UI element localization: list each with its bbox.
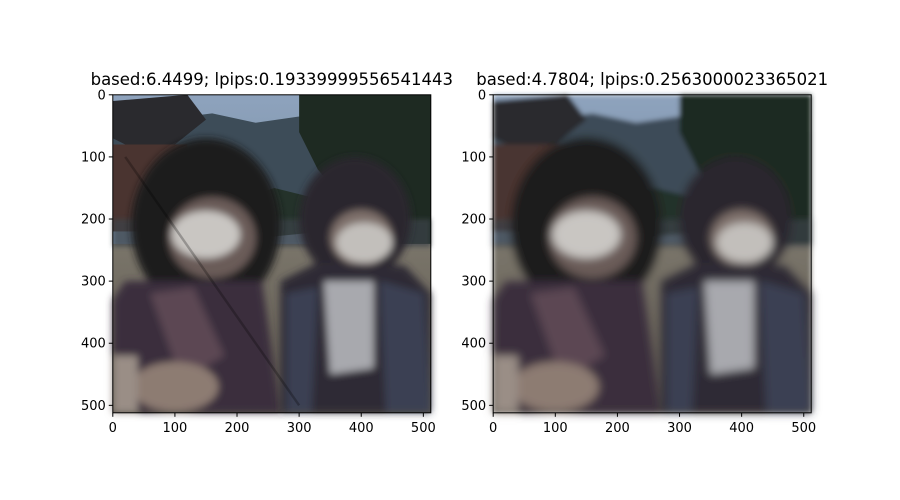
x-tick-label-left-0: 0 (109, 421, 117, 436)
y-tick-label-right-100: 100 (461, 150, 486, 165)
y-tick-label-right-200: 200 (461, 213, 486, 228)
y-tick-label-right-400: 400 (461, 337, 486, 352)
y-tick-label-left-300: 300 (81, 275, 106, 290)
x-tick-label-left-300: 300 (287, 421, 312, 436)
x-tick-label-right-300: 300 (667, 421, 692, 436)
x-tick-label-left-500: 500 (411, 421, 436, 436)
x-tick-label-right-500: 500 (791, 421, 816, 436)
x-tick-label-left-100: 100 (162, 421, 187, 436)
y-tick-label-left-100: 100 (81, 150, 106, 165)
y-tick-label-left-200: 200 (81, 213, 106, 228)
y-tick-label-left-0: 0 (98, 88, 106, 103)
x-tick-label-left-200: 200 (225, 421, 250, 436)
y-tick-label-left-500: 500 (81, 399, 106, 414)
image-right (493, 95, 811, 413)
title-right: based:4.7804; lpips:0.2563000023365021 (476, 70, 828, 89)
x-tick-label-right-0: 0 (489, 421, 497, 436)
y-tick-label-right-300: 300 (461, 275, 486, 290)
y-tick-label-right-0: 0 (478, 88, 486, 103)
x-tick-label-right-200: 200 (605, 421, 630, 436)
image-left (113, 95, 431, 413)
x-tick-label-right-400: 400 (729, 421, 754, 436)
subplot-left: based:6.4499; lpips:0.19339999556541443 … (81, 70, 453, 436)
x-tick-label-left-400: 400 (349, 421, 374, 436)
title-left: based:6.4499; lpips:0.19339999556541443 (91, 70, 453, 89)
x-tick-label-right-100: 100 (543, 421, 568, 436)
subplot-right: based:4.7804; lpips:0.2563000023365021 0… (461, 70, 828, 436)
y-tick-label-right-500: 500 (461, 399, 486, 414)
y-tick-label-left-400: 400 (81, 337, 106, 352)
